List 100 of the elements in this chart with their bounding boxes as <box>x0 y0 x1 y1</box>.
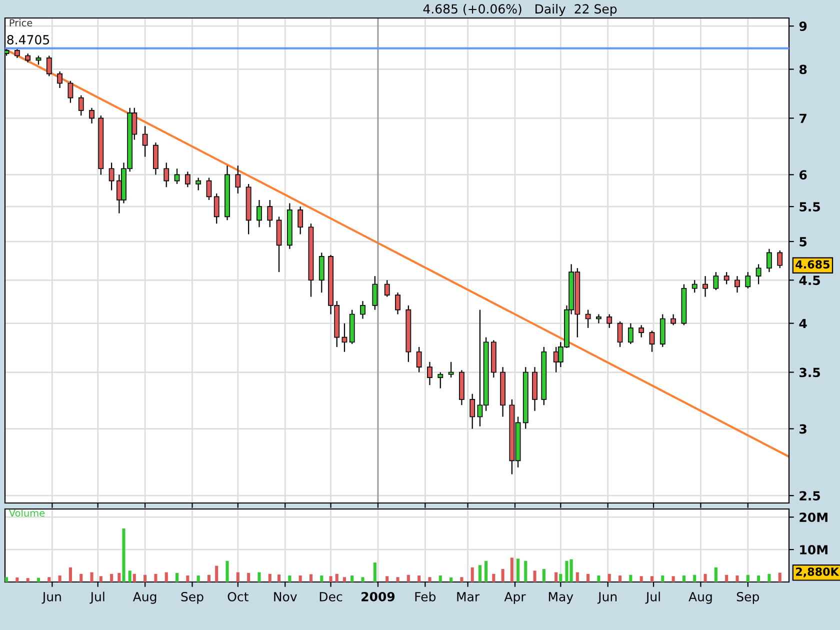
bar <box>320 576 324 582</box>
bar <box>418 576 421 582</box>
bar <box>629 574 632 582</box>
bar <box>373 562 376 582</box>
bar <box>650 576 654 582</box>
candlestick <box>745 272 751 289</box>
bar <box>554 572 558 582</box>
bar <box>122 528 126 582</box>
candlestick <box>174 168 180 185</box>
bar <box>236 572 240 582</box>
bar <box>309 574 313 582</box>
chart-title: 4.685 (+0.06%) Daily 22 Sep <box>423 4 617 16</box>
bar <box>132 574 136 582</box>
x-tick-label: 2009 <box>362 592 395 602</box>
candlestick <box>164 162 170 188</box>
bar <box>26 578 30 582</box>
bar <box>196 576 200 582</box>
y-tick-label: 10M <box>800 545 828 554</box>
bar <box>207 574 211 582</box>
candlestick <box>214 192 220 224</box>
bar <box>484 560 488 582</box>
bar <box>768 574 771 582</box>
candlestick <box>318 252 324 294</box>
bar <box>186 576 190 582</box>
candlestick <box>206 177 212 201</box>
candlestick <box>734 276 740 294</box>
bar <box>746 574 750 582</box>
bar <box>342 577 346 582</box>
x-tick-label: Apr <box>504 592 526 604</box>
candlestick <box>68 80 74 104</box>
bar <box>672 576 675 582</box>
candlestick <box>692 280 698 294</box>
bar <box>247 572 250 582</box>
x-tick-label: Aug <box>132 592 156 604</box>
bar <box>80 574 83 582</box>
bar <box>757 576 760 582</box>
bar <box>396 577 400 582</box>
candlestick <box>184 171 190 188</box>
x-tick-label: Mar <box>457 592 480 602</box>
bar <box>725 574 728 582</box>
bar <box>510 558 514 582</box>
candlestick <box>470 393 476 430</box>
bar <box>164 572 168 582</box>
y-tick-label: 4.5 <box>799 276 820 286</box>
y-axis-title: Volume <box>8 509 45 517</box>
candlestick <box>372 276 378 310</box>
bar <box>618 576 622 582</box>
candlestick <box>235 165 241 194</box>
bar <box>501 569 504 582</box>
bar <box>661 576 664 582</box>
bar <box>533 570 536 582</box>
bar <box>576 572 579 582</box>
x-tick-label: Jul <box>645 592 660 604</box>
bar <box>335 574 338 582</box>
x-tick-label: Jun <box>597 592 617 604</box>
x-tick-label: Dec <box>320 592 342 602</box>
bar <box>68 567 72 582</box>
bar <box>450 577 453 582</box>
candlestick <box>766 248 772 273</box>
bar <box>215 566 218 582</box>
y-tick-label: 3 <box>800 424 806 434</box>
candlestick <box>89 107 94 124</box>
bar <box>144 574 147 582</box>
bar <box>258 572 261 582</box>
candlestick <box>638 324 644 338</box>
bar <box>386 576 389 582</box>
bar <box>597 576 600 582</box>
candlestick <box>256 199 262 228</box>
bar <box>350 576 354 582</box>
candlestick <box>298 206 304 235</box>
bar <box>516 558 520 582</box>
bar <box>438 576 442 582</box>
bar <box>329 576 332 582</box>
candlestick <box>777 250 783 269</box>
y-tick-label: 5 <box>800 237 807 246</box>
candlestick <box>649 330 655 352</box>
ref-line-label: 8.4705 <box>7 35 50 44</box>
candlestick <box>153 142 158 176</box>
candlestick <box>713 272 719 291</box>
candlestick <box>756 264 762 285</box>
bar <box>714 567 718 582</box>
candlestick <box>57 70 63 89</box>
candlestick <box>342 322 348 352</box>
annotation: 4.685 <box>796 260 830 269</box>
candlestick <box>267 199 273 228</box>
y-tick-label: 8 <box>799 64 807 74</box>
bar <box>460 577 464 582</box>
bar <box>492 574 496 582</box>
candlestick <box>606 314 612 328</box>
candlestick <box>585 309 591 328</box>
bar <box>682 576 686 582</box>
bar <box>118 572 121 582</box>
bar <box>559 574 562 582</box>
candlestick <box>448 361 454 378</box>
bar <box>478 565 482 582</box>
bar <box>16 577 19 582</box>
y-tick-label: 7 <box>800 114 806 123</box>
y-tick-label: 4 <box>799 318 807 328</box>
y-tick-label: 20M <box>800 512 828 522</box>
x-tick-label: Nov <box>274 592 297 602</box>
